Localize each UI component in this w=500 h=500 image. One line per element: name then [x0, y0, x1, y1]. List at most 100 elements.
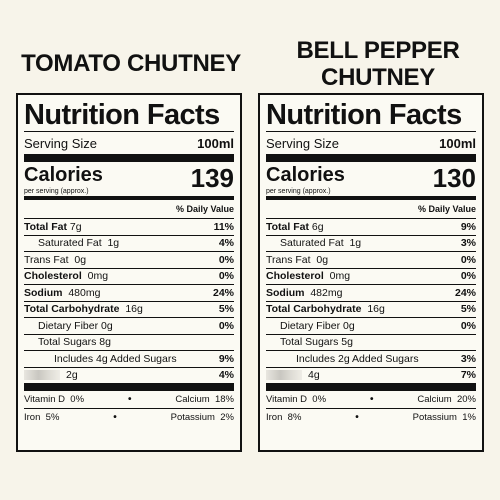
nutrient-percent: 9%: [460, 220, 476, 233]
nutrient-amount: 7g: [69, 220, 82, 233]
cholesterol-row: Cholesterol 0mg 0%: [266, 267, 476, 285]
serving-size-row: Serving Size 100ml: [24, 132, 234, 154]
calcium-label: Calcium: [175, 394, 210, 405]
nutrient-percent: 0%: [460, 319, 476, 332]
nutrient-label: Sodium: [266, 286, 305, 299]
calcium-label: Calcium: [417, 394, 452, 405]
potassium-percent: 1%: [462, 412, 476, 423]
saturated-fat-row: Saturated Fat 1g 3%: [266, 234, 476, 252]
bullet-separator: •: [355, 412, 359, 423]
vitamin-d-label: Vitamin D: [266, 394, 308, 405]
nutrition-label-bell-pepper: Nutrition Facts Serving Size 100ml Calor…: [258, 93, 484, 452]
product-title-bell-pepper: BELL PEPPER CHUTNEY: [296, 37, 460, 91]
divider-medium: [24, 196, 234, 200]
bullet-separator: •: [369, 394, 374, 405]
nutrient-amount: 16g: [367, 303, 385, 316]
nutrient-amount: 5g: [341, 336, 353, 349]
nutrient-amount: 480mg: [68, 286, 101, 299]
nutrition-facts-heading: Nutrition Facts: [266, 99, 462, 131]
nutrient-label: Dietary Fiber: [38, 319, 99, 332]
nutrient-percent: 24%: [212, 286, 234, 299]
nutrient-label: Saturated Fat: [280, 237, 344, 250]
divider-thick: [266, 383, 476, 391]
calcium-percent: 20%: [456, 394, 476, 405]
total-sugars-row: Total Sugars 8g: [24, 333, 234, 351]
nutrient-percent: 0%: [460, 270, 476, 283]
nutrient-amount: 2g: [66, 369, 78, 382]
nutrient-amount: 16g: [125, 303, 143, 316]
calories-row: Calories per serving (approx.) 139: [24, 162, 234, 196]
serving-size-label: Serving Size: [24, 135, 97, 151]
daily-value-header-text: % Daily Value: [175, 204, 234, 214]
vitamin-d-label: Vitamin D: [24, 394, 66, 405]
daily-value-header: % Daily Value: [266, 200, 476, 218]
nutrition-facts-heading: Nutrition Facts: [24, 99, 220, 131]
nutrient-label: Total Sugars: [38, 336, 97, 349]
nutrient-label: Includes 4g Added Sugars: [54, 352, 177, 365]
iron-percent: 8%: [287, 412, 302, 423]
nutrient-label: Total Fat: [266, 220, 309, 233]
nutrient-label: Saturated Fat: [38, 237, 102, 250]
total-fat-row: Total Fat 6g 9%: [266, 218, 476, 235]
vitamin-row-2: Iron 5% • Potassium 2%: [24, 409, 234, 426]
nutrient-amount: 0mg: [329, 270, 351, 283]
nutrient-label: Total Sugars: [280, 336, 339, 349]
total-carbohydrate-row: Total Carbohydrate 16g 5%: [24, 300, 234, 318]
dietary-fiber-row: Dietary Fiber 0g 0%: [24, 317, 234, 334]
nutrition-label-tomato: Nutrition Facts Serving Size 100ml Calor…: [16, 93, 242, 452]
protein-row: 2g 4%: [24, 366, 234, 384]
total-carbohydrate-row: Total Carbohydrate 16g 5%: [266, 300, 476, 318]
calories-row: Calories per serving (approx.) 130: [266, 162, 476, 196]
divider-medium: [266, 196, 476, 200]
nutrient-amount: 0g: [316, 253, 329, 266]
calories-subtext: per serving (approx.): [266, 188, 331, 195]
sodium-row: Sodium 482mg 24%: [266, 284, 476, 301]
vitamin-row-1: Vitamin D 0% • Calcium 18%: [24, 391, 234, 408]
nutrient-percent: 11%: [213, 220, 234, 233]
nutrient-amount: 6g: [311, 220, 324, 233]
nutrient-amount: 0mg: [87, 270, 109, 283]
divider-thick: [24, 383, 234, 391]
calories-label: Calories: [24, 164, 103, 186]
divider-thick: [24, 154, 234, 162]
added-sugars-row: Includes 2g Added Sugars 3%: [266, 350, 476, 367]
calories-label: Calories: [266, 164, 345, 186]
nutrient-amount: 1g: [107, 237, 120, 250]
nutrient-label: Includes 2g Added Sugars: [296, 352, 419, 365]
nutrient-percent: 0%: [218, 319, 234, 332]
nutrient-label: Sodium: [24, 286, 63, 299]
nutrient-amount: 4g: [308, 369, 320, 382]
vitamin-d-percent: 0%: [312, 394, 327, 405]
nutrient-percent: 7%: [460, 369, 476, 382]
divider: [24, 408, 234, 409]
nutrient-percent: 5%: [460, 303, 476, 316]
nutrient-amount: 8g: [99, 336, 111, 349]
total-fat-row: Total Fat 7g 11%: [24, 218, 234, 235]
bullet-separator: •: [113, 412, 117, 423]
cholesterol-row: Cholesterol 0mg 0%: [24, 267, 234, 285]
nutrient-percent: 3%: [460, 352, 476, 365]
nutrient-percent: 3%: [460, 237, 476, 250]
iron-label: Iron: [266, 412, 283, 423]
iron-percent: 5%: [45, 412, 60, 423]
serving-size-value: 100ml: [197, 135, 234, 151]
calories-subtext: per serving (approx.): [24, 188, 89, 195]
potassium-label: Potassium: [412, 412, 457, 423]
nutrient-label: Trans Fat: [266, 253, 311, 266]
bullet-separator: •: [127, 394, 132, 405]
nutrient-label: Trans Fat: [24, 253, 69, 266]
nutrient-percent: 5%: [218, 303, 234, 316]
daily-value-header: % Daily Value: [24, 200, 234, 218]
daily-value-header-text: % Daily Value: [417, 204, 476, 214]
divider-thick: [266, 154, 476, 162]
nutrient-label: Dietary Fiber: [280, 319, 341, 332]
total-sugars-row: Total Sugars 5g: [266, 333, 476, 351]
vitamin-row-1: Vitamin D 0% • Calcium 20%: [266, 391, 476, 408]
nutrient-amount: 1g: [349, 237, 362, 250]
calcium-percent: 18%: [214, 394, 234, 405]
nutrient-percent: 0%: [218, 270, 234, 283]
redacted-label-blur: [24, 370, 60, 381]
protein-row: 4g 7%: [266, 366, 476, 384]
nutrient-label: Total Carbohydrate: [266, 303, 362, 316]
dietary-fiber-row: Dietary Fiber 0g 0%: [266, 317, 476, 334]
